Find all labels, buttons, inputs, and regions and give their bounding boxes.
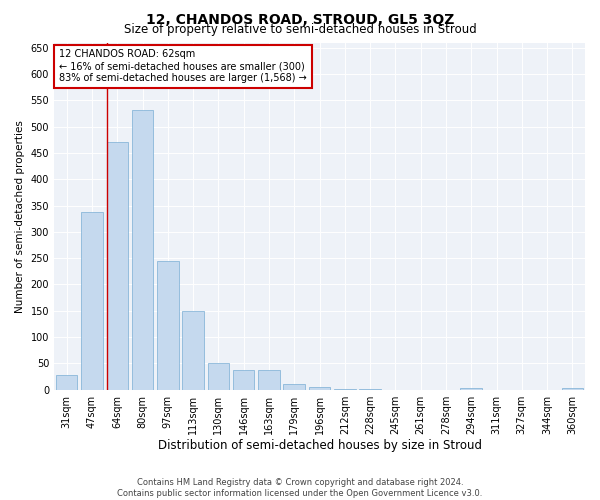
Bar	[157, 262, 179, 390]
Bar	[208, 364, 229, 390]
Text: 12, CHANDOS ROAD, STROUD, GL5 3QZ: 12, CHANDOS ROAD, STROUD, GL5 3QZ	[146, 12, 454, 26]
Bar	[309, 387, 330, 390]
Bar	[107, 142, 128, 390]
X-axis label: Distribution of semi-detached houses by size in Stroud: Distribution of semi-detached houses by …	[158, 440, 482, 452]
Y-axis label: Number of semi-detached properties: Number of semi-detached properties	[15, 120, 25, 312]
Bar	[132, 110, 153, 390]
Bar	[562, 388, 583, 390]
Text: 12 CHANDOS ROAD: 62sqm
← 16% of semi-detached houses are smaller (300)
83% of se: 12 CHANDOS ROAD: 62sqm ← 16% of semi-det…	[59, 50, 307, 82]
Bar	[56, 375, 77, 390]
Bar	[258, 370, 280, 390]
Bar	[460, 388, 482, 390]
Bar	[283, 384, 305, 390]
Bar	[233, 370, 254, 390]
Bar	[182, 311, 204, 390]
Bar	[81, 212, 103, 390]
Bar	[334, 388, 356, 390]
Bar	[359, 388, 381, 390]
Text: Size of property relative to semi-detached houses in Stroud: Size of property relative to semi-detach…	[124, 22, 476, 36]
Text: Contains HM Land Registry data © Crown copyright and database right 2024.
Contai: Contains HM Land Registry data © Crown c…	[118, 478, 482, 498]
